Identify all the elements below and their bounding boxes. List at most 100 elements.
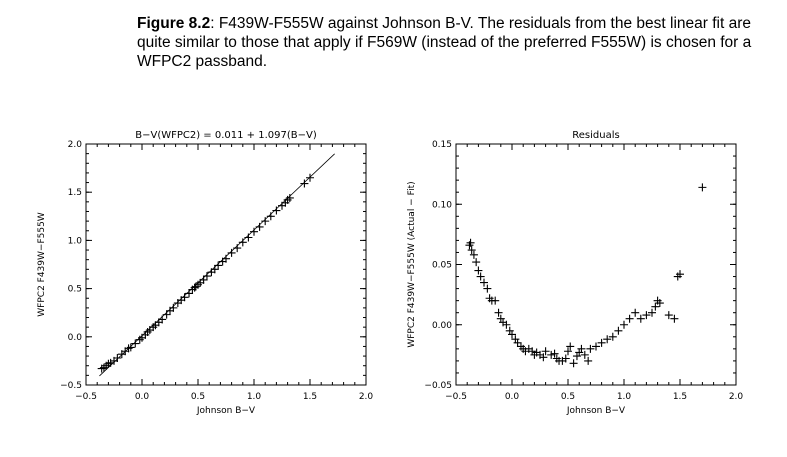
data-point [513, 338, 522, 347]
data-point [199, 275, 208, 284]
x-tick-label: 1.5 [303, 392, 317, 402]
data-point [636, 314, 645, 323]
chart-residuals: Residuals −0.5 0.0 0.5 1.0 1.5 2.0 −0.05 0.00 0.0… [407, 130, 743, 416]
data-point [233, 244, 242, 253]
data-point [255, 222, 264, 231]
data-point [222, 254, 230, 263]
x-tick-label: 0.5 [191, 392, 205, 402]
data-point [505, 326, 514, 335]
y-axis-label: WFPC2 F439W−F555W [37, 212, 47, 317]
data-point [502, 320, 511, 329]
data-point [474, 266, 483, 275]
data-point [476, 272, 485, 281]
plot-frame [85, 143, 367, 386]
data-point [214, 261, 223, 270]
data-point [550, 349, 559, 358]
data-point [306, 173, 314, 182]
data-point [261, 217, 270, 226]
data-point [625, 314, 634, 323]
x-tick-label: 1.0 [247, 392, 262, 402]
data-point [202, 272, 211, 281]
data-point [227, 248, 236, 257]
data-point [577, 344, 586, 353]
data-point [648, 308, 656, 317]
y-tick-label: 1.0 [68, 236, 83, 246]
data-point [210, 265, 219, 274]
y-tick-label: 0.15 [432, 140, 452, 150]
caption-text: : F439W-F555W against Johnson B-V. The r… [137, 15, 752, 70]
data-point [597, 338, 606, 347]
chart-title: B−V(WFPC2) = 0.011 + 1.097(B−V) [135, 130, 317, 141]
data-point [300, 179, 309, 188]
x-tick-label: 2.0 [359, 392, 374, 402]
x-axis-label: Johnson B−V [566, 406, 626, 416]
data-point [472, 258, 481, 267]
y-tick-label: 0.10 [432, 200, 452, 210]
data-point [496, 314, 505, 323]
data-point [466, 238, 475, 247]
data-point [480, 278, 488, 287]
data-point [494, 308, 503, 317]
data-point [285, 193, 294, 202]
data-point [586, 344, 595, 353]
data-point [185, 289, 194, 298]
x-axis-label: Johnson B−V [196, 406, 256, 416]
y-tick-label: −0.05 [424, 381, 452, 391]
data-point [620, 320, 628, 329]
x-tick-label: 0.0 [505, 392, 520, 402]
data-point [106, 358, 115, 367]
data-point [664, 311, 673, 320]
data-point [608, 332, 617, 341]
data-point [131, 339, 140, 348]
y-tick-label: 0.0 [68, 333, 83, 343]
x-tick-label: −0.5 [445, 392, 467, 402]
caption-label: Figure 8.2 [137, 15, 211, 32]
data-point [266, 212, 275, 221]
fit-line [99, 153, 335, 377]
y-tick-label: 1.5 [68, 188, 82, 198]
data-point [508, 330, 516, 339]
data-point [244, 233, 253, 242]
y-axis-label: WFPC2 F439W−F555W (Actual − Fit) [407, 181, 417, 347]
data-point [547, 350, 556, 359]
x-tick-label: 0.0 [135, 392, 150, 402]
data-point [592, 342, 600, 351]
data-point [180, 293, 189, 302]
data-point [561, 354, 570, 363]
data-point [511, 335, 520, 344]
data-point [467, 246, 476, 255]
data-point [631, 308, 640, 317]
data-point [539, 353, 548, 362]
x-tick-label: 1.0 [617, 392, 632, 402]
data-point [614, 326, 623, 335]
data-point [272, 206, 281, 215]
y-tick-label: 0.5 [68, 285, 82, 295]
data-point [676, 270, 684, 279]
data-point [99, 363, 108, 372]
data-point [158, 315, 167, 324]
data-point [162, 310, 171, 319]
data-point [569, 359, 578, 368]
x-tick-label: 1.5 [673, 392, 687, 402]
x-tick-label: −0.5 [75, 392, 97, 402]
data-point [250, 227, 258, 236]
data-point [469, 250, 478, 259]
data-point [491, 296, 500, 305]
data-point [541, 347, 550, 356]
data-point [584, 356, 593, 365]
data-point [566, 342, 575, 351]
data-point [670, 314, 679, 323]
data-point [580, 350, 589, 359]
x-tick-label: 0.5 [561, 392, 575, 402]
data-point [238, 238, 247, 247]
data-point [135, 335, 144, 344]
data-point [698, 183, 707, 192]
y-tick-label: 0.00 [432, 321, 452, 331]
data-point [169, 303, 178, 312]
data-point [572, 352, 581, 361]
chart-title: Residuals [572, 130, 619, 141]
y-tick-label: −0.5 [60, 381, 82, 391]
data-point [651, 302, 660, 311]
data-point [483, 284, 492, 293]
data-point [655, 299, 664, 308]
